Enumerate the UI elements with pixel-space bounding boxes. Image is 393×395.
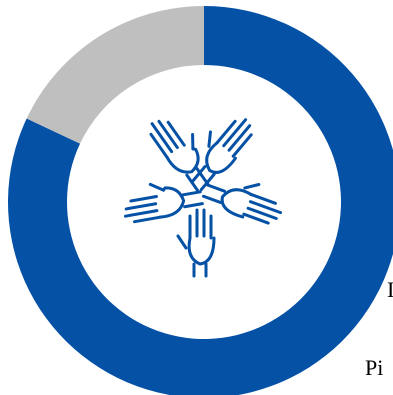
hands-together-icon — [123, 118, 283, 278]
clipped-label-2: Pi — [365, 355, 384, 380]
donut-slice-remainder — [26, 6, 204, 144]
donut-slices — [8, 6, 393, 395]
clipped-label-1: I — [387, 277, 393, 302]
donut-slice-share — [8, 6, 393, 395]
